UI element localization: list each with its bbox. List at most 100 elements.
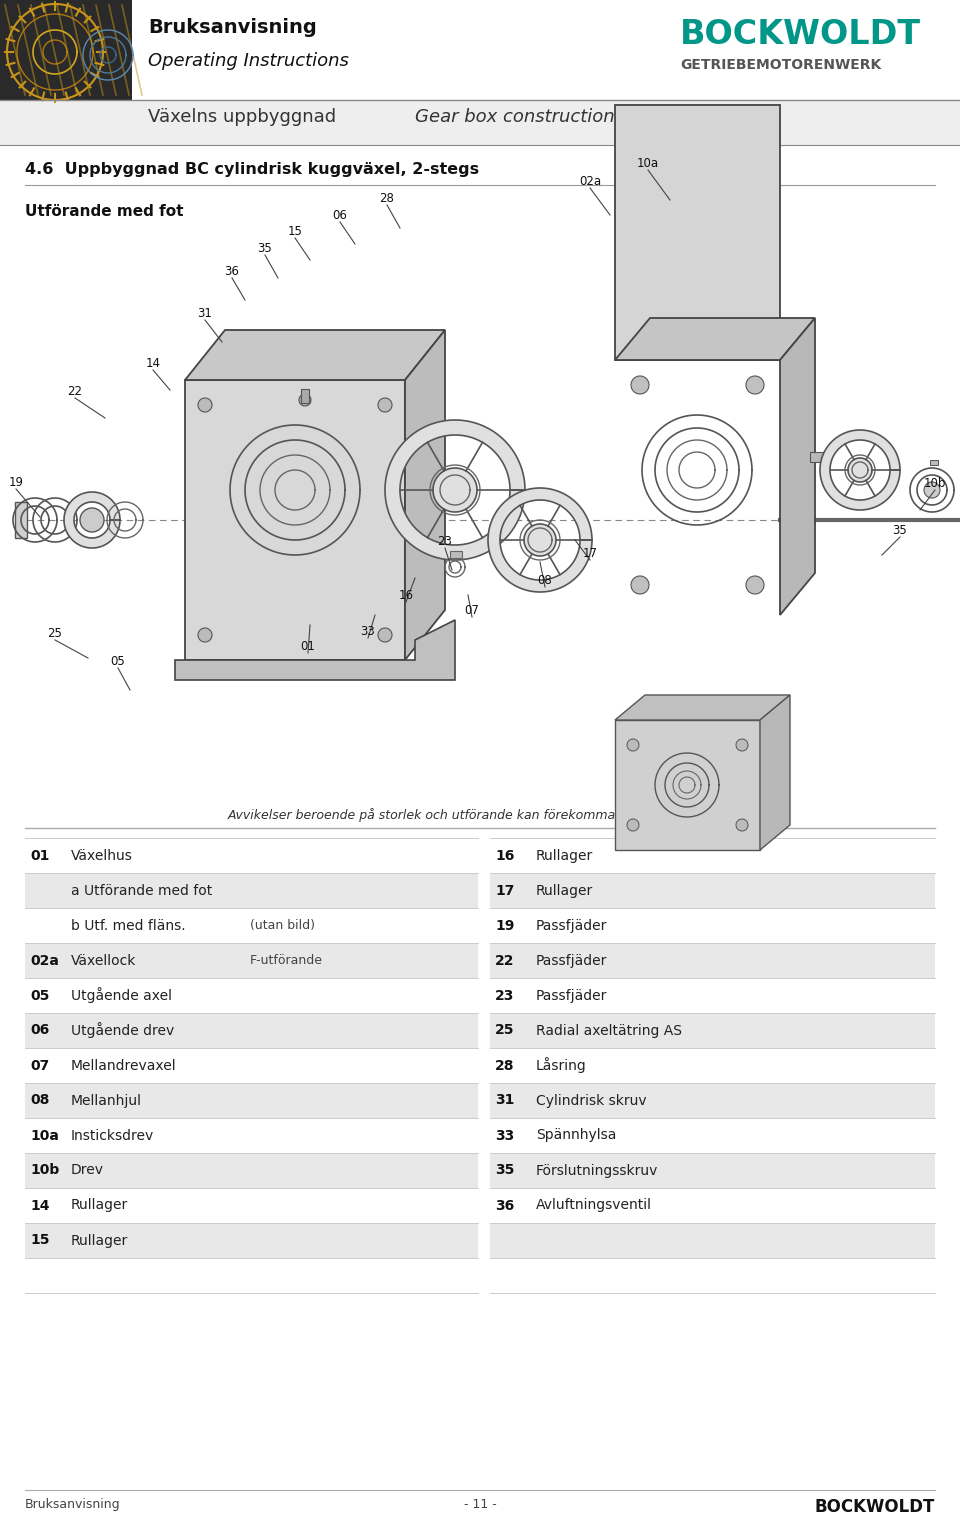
Bar [450,551,462,557]
Text: 22: 22 [67,385,83,398]
Text: GETRIEBEMOTORENWERK: GETRIEBEMOTORENWERK [680,58,881,72]
Text: 14: 14 [30,1199,50,1212]
Polygon shape [631,576,649,594]
Text: (utan bild): (utan bild) [250,918,315,932]
Text: a Utförande med fot: a Utförande med fot [71,883,212,897]
Polygon shape [848,458,872,481]
Polygon shape [198,627,212,643]
Bar [490,1188,935,1223]
Text: 10a: 10a [636,157,660,171]
Bar [490,838,935,873]
Bar [25,1153,478,1188]
Polygon shape [185,330,445,381]
Text: 16: 16 [398,589,414,602]
Text: Passfjäder: Passfjäder [536,953,608,967]
Polygon shape [736,819,748,832]
Text: 19: 19 [9,477,23,489]
Text: b Utf. med fläns.: b Utf. med fläns. [71,918,185,932]
Text: - 11 -: - 11 - [464,1499,496,1511]
Bar [25,908,478,943]
Polygon shape [631,376,649,394]
Text: 15: 15 [288,225,302,238]
Text: 10b: 10b [30,1164,60,1177]
Bar [25,1188,478,1223]
Text: Växellock: Växellock [71,953,136,967]
Text: Rullager: Rullager [71,1199,129,1212]
Text: 01: 01 [300,640,316,653]
Polygon shape [378,398,392,413]
Text: Mellandrevaxel: Mellandrevaxel [71,1058,177,1072]
Text: 06: 06 [30,1023,49,1037]
Bar [25,1118,478,1153]
Polygon shape [627,819,639,832]
Text: Växelns uppbyggnad: Växelns uppbyggnad [148,108,336,126]
Polygon shape [820,429,900,510]
Bar [615,105,780,359]
Text: 35: 35 [893,524,907,538]
Text: 01: 01 [30,848,49,862]
Text: 16: 16 [495,848,515,862]
Bar [25,943,478,978]
Bar [490,1048,935,1083]
Polygon shape [524,524,556,556]
Text: Växelhus: Växelhus [71,848,132,862]
Text: Bruksanvisning: Bruksanvisning [25,1499,121,1511]
Bar [25,873,478,908]
Bar [930,460,938,465]
Polygon shape [299,394,311,407]
Polygon shape [175,620,455,679]
Text: 08: 08 [30,1094,49,1107]
Text: Avluftningsventil: Avluftningsventil [536,1199,652,1212]
Bar [25,1048,478,1083]
Text: 36: 36 [495,1199,515,1212]
Text: Utgående drev: Utgående drev [71,1022,175,1039]
Bar [810,452,828,461]
Text: 14: 14 [146,356,160,370]
Text: Spännhylsa: Spännhylsa [536,1129,616,1142]
Bar [25,838,478,873]
Text: Utgående axel: Utgående axel [71,987,172,1004]
Text: 25: 25 [48,627,62,640]
Text: 25: 25 [495,1023,515,1037]
Text: Förslutningsskruv: Förslutningsskruv [536,1164,659,1177]
Text: 08: 08 [538,574,552,586]
Bar [185,381,405,659]
Bar [490,1083,935,1118]
Polygon shape [615,694,790,720]
Text: Rullager: Rullager [536,883,593,897]
Bar [490,908,935,943]
Bar [25,978,478,1013]
Bar [490,1258,935,1293]
Polygon shape [64,492,120,548]
Text: Passfjäder: Passfjäder [536,918,608,932]
Text: 10b: 10b [924,477,947,490]
Text: 17: 17 [583,547,597,560]
Text: 33: 33 [495,1129,515,1142]
Polygon shape [378,627,392,643]
Bar [25,1223,478,1258]
Polygon shape [746,376,764,394]
Text: BOCKWOLDT: BOCKWOLDT [680,18,921,50]
Text: 19: 19 [495,918,515,932]
Text: 31: 31 [495,1094,515,1107]
Text: 35: 35 [257,242,273,254]
Text: Rullager: Rullager [71,1234,129,1247]
Bar [490,1118,935,1153]
Bar [25,1013,478,1048]
Text: 06: 06 [332,209,348,222]
Text: 17: 17 [495,883,515,897]
Text: 07: 07 [465,605,479,617]
Text: Passfjäder: Passfjäder [536,988,608,1002]
Text: 36: 36 [225,265,239,279]
Polygon shape [488,487,592,592]
Bar [490,873,935,908]
Text: Avvikelser beroende på storlek och utförande kan förekomma!: Avvikelser beroende på storlek och utför… [228,809,621,822]
Polygon shape [780,318,815,615]
Text: 35: 35 [495,1164,515,1177]
Text: Cylindrisk skruv: Cylindrisk skruv [536,1094,647,1107]
Bar [301,388,309,404]
Bar [25,1083,478,1118]
Bar [490,1153,935,1188]
Text: Operating Instructions: Operating Instructions [148,52,348,70]
Text: 28: 28 [495,1058,515,1072]
